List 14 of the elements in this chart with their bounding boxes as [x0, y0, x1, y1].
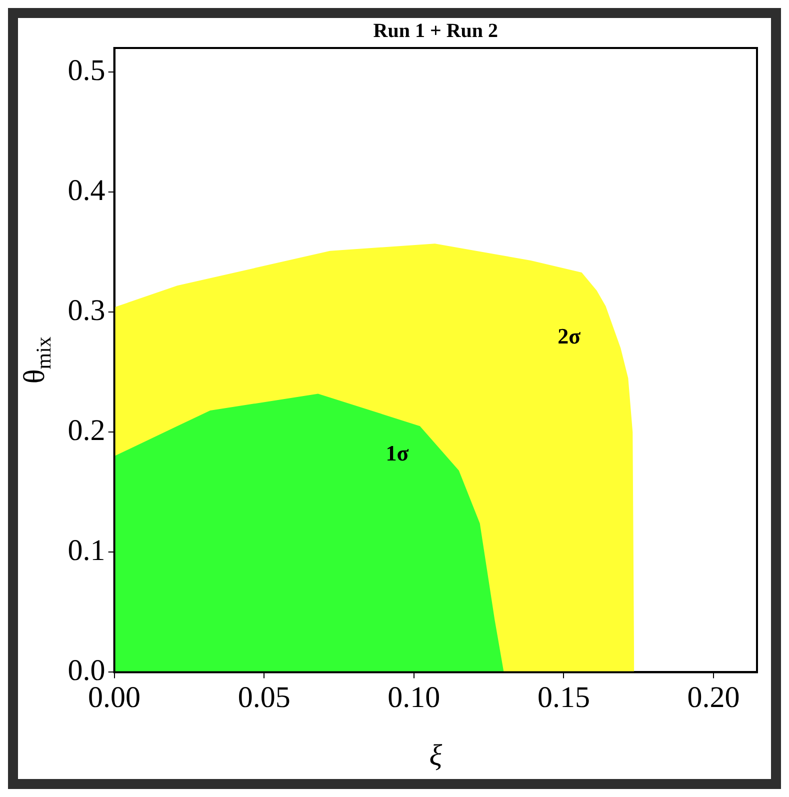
- x-tick-label: 0.10: [388, 681, 440, 714]
- series-label: 1σ: [386, 440, 409, 466]
- x-axis-title: ξ: [429, 738, 442, 772]
- y-tick-label: 0.1: [68, 534, 106, 568]
- x-tick-label: 0.05: [238, 681, 290, 714]
- y-tick-label: 0.4: [68, 174, 106, 207]
- chart-title: Run 1 + Run 2: [373, 20, 498, 42]
- x-tick-label: 0.20: [687, 681, 740, 714]
- y-tick-label: 0.2: [68, 414, 106, 447]
- x-tick-label: 0.15: [537, 681, 590, 714]
- series-label: 2σ: [558, 324, 581, 349]
- y-tick-label: 0.3: [68, 294, 106, 327]
- y-axis-title: θmix: [18, 336, 56, 384]
- y-tick-label: 0.5: [68, 54, 106, 87]
